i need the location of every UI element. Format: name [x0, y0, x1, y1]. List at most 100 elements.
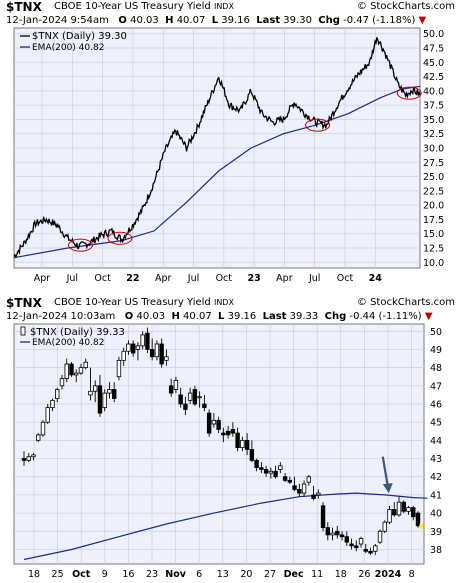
candle — [349, 538, 354, 550]
candle — [21, 451, 27, 466]
candle-body — [221, 432, 226, 436]
candle-body — [320, 505, 326, 529]
x-tick-label: 22 — [126, 273, 139, 284]
x-tick-label: 25 — [52, 569, 64, 580]
chart-header: $TNX CBOE 10-Year US Treasury Yield INDX… — [0, 0, 463, 14]
quote-low: 39.16 — [227, 311, 257, 322]
candle — [249, 440, 255, 463]
x-tick-label: Nov — [165, 569, 186, 580]
candle-body — [78, 367, 84, 374]
legend-price: $TNX (Daily) 39.30 — [32, 31, 127, 42]
exchange-label: INDX — [213, 2, 234, 11]
last-price-marker — [419, 523, 424, 529]
candle-body — [202, 403, 207, 409]
legend: $TNX (Daily) 39.30 EMA(200) 40.82 — [20, 31, 127, 53]
legend-candle-swatch — [20, 326, 26, 336]
y-tick-label: 46 — [430, 400, 442, 411]
candle — [121, 347, 126, 366]
y-tick-label: 48 — [430, 363, 442, 374]
quote-low: 39.16 — [221, 15, 250, 26]
candle — [382, 520, 387, 534]
candle — [297, 484, 302, 497]
candle — [102, 389, 107, 412]
candle — [64, 358, 69, 383]
candle-body — [339, 534, 345, 538]
candle-body — [406, 507, 411, 512]
x-tick-label: Jul — [66, 273, 78, 284]
candle-body — [187, 392, 193, 401]
candle — [368, 547, 373, 555]
candle — [26, 453, 31, 463]
candle-body — [121, 350, 126, 361]
x-tick-label: 8 — [409, 569, 415, 580]
y-tick-label: 20.0 — [423, 201, 444, 212]
candle — [306, 474, 312, 486]
x-tick-label: Apr — [276, 273, 293, 284]
candle — [140, 331, 145, 350]
quote-open: 40.03 — [136, 311, 166, 322]
candle — [40, 420, 46, 437]
candle-body — [192, 389, 198, 405]
candle — [335, 525, 340, 539]
candle-body — [273, 470, 278, 478]
y-tick-label: 45 — [430, 418, 442, 429]
candle — [311, 485, 316, 501]
candle — [55, 387, 60, 403]
quote-high: 40.07 — [183, 311, 212, 322]
y-tick-label: 40.0 — [423, 86, 444, 97]
y-tick-label: 35.0 — [423, 115, 444, 126]
candle-body — [259, 467, 264, 470]
candle — [107, 382, 112, 399]
candle-body — [363, 549, 368, 552]
y-tick-label: 50 — [430, 327, 442, 338]
candle-body — [382, 521, 387, 532]
candle — [187, 387, 193, 404]
candle-body — [325, 527, 331, 536]
candle-body — [55, 389, 60, 399]
candle-body — [415, 512, 421, 527]
chart-description: CBOE 10-Year US Treasury Yield INDX — [54, 297, 234, 308]
ema-line — [23, 492, 428, 561]
chart-description: CBOE 10-Year US Treasury Yield INDX — [54, 1, 234, 12]
y-tick-label: 15.0 — [423, 229, 444, 240]
candle — [354, 540, 359, 552]
x-tick-label: 9 — [102, 569, 108, 580]
candle — [221, 427, 226, 443]
candle-body — [292, 485, 297, 490]
candle — [164, 349, 169, 366]
candle-body — [145, 332, 150, 350]
candle — [126, 340, 131, 355]
brand-label: © StockCharts.com — [356, 297, 455, 308]
x-tick-label: Dec — [284, 569, 304, 580]
x-tick-label: 13 — [217, 569, 229, 580]
candle — [178, 387, 183, 408]
plot-area — [13, 323, 425, 565]
candle — [358, 536, 364, 548]
candle — [268, 467, 274, 479]
candle-body — [282, 476, 288, 481]
candle — [130, 340, 136, 357]
candle — [278, 462, 283, 474]
candle-body — [301, 483, 307, 494]
candle-body — [126, 343, 131, 352]
candle-body — [349, 543, 354, 547]
quote-line: 12-Jan-2024 10:03am O 40.03 H 40.07 L 39… — [6, 311, 433, 322]
legend-ema: EMA(200) 40.82 — [32, 338, 104, 348]
candle — [88, 367, 93, 401]
candle-body — [268, 470, 274, 474]
candle — [377, 529, 383, 544]
chart-header: $TNX CBOE 10-Year US Treasury Yield INDX… — [0, 296, 463, 310]
x-tick-label: Apr — [34, 273, 51, 284]
candle — [173, 376, 179, 394]
quote-last: 39.33 — [289, 311, 319, 322]
candle-body — [159, 343, 164, 365]
candle-body — [74, 372, 79, 376]
y-tick-label: 45.0 — [423, 58, 444, 69]
x-tick-label: Jul — [187, 273, 199, 284]
candle-body — [316, 492, 321, 496]
x-tick-label: Oct — [337, 273, 354, 284]
candle — [97, 374, 103, 417]
candle — [373, 544, 378, 555]
candle — [344, 531, 349, 546]
candle — [235, 427, 240, 452]
